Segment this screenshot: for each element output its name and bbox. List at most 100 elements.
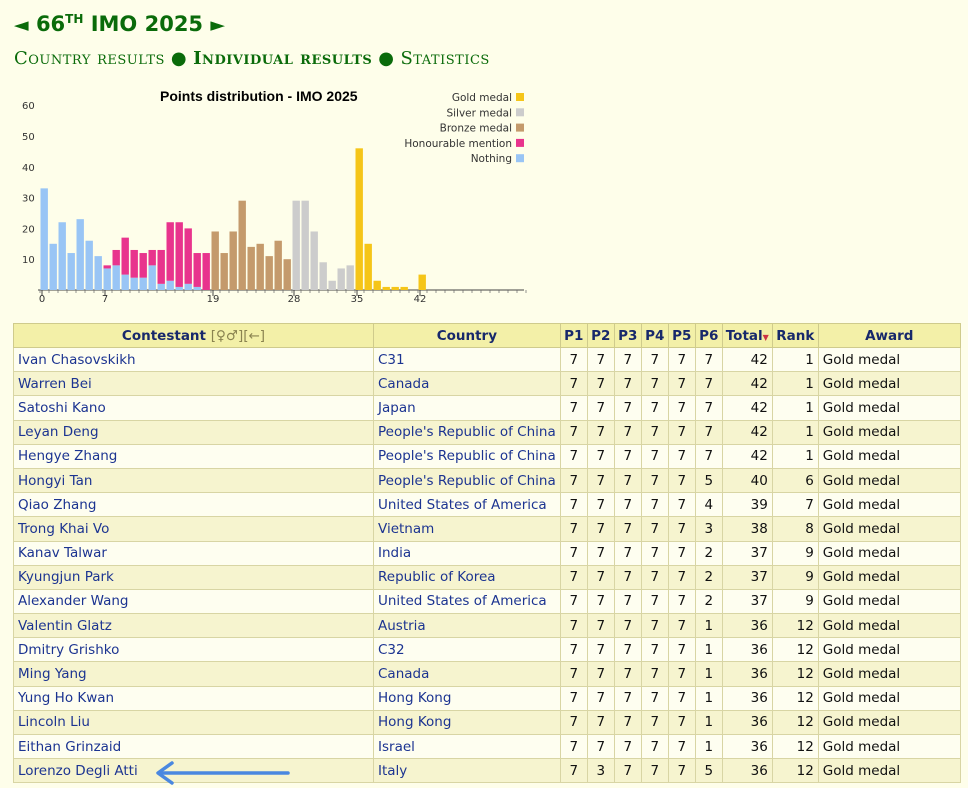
contestant-name[interactable]: Lorenzo Degli Atti (13, 758, 374, 784)
col-contestant[interactable]: Contestant [♀♂][←] (13, 323, 374, 348)
col-p5[interactable]: P5 (667, 323, 696, 348)
country-name[interactable]: India (373, 540, 561, 566)
bar-silver-score-31 (319, 262, 327, 290)
problem-4-score: 7 (640, 395, 669, 421)
problem-4-score: 7 (640, 613, 669, 639)
col-rank[interactable]: Rank (771, 323, 819, 348)
bar-honourable-score-14 (166, 222, 174, 281)
problem-1-score: 7 (559, 371, 588, 397)
contestant-name[interactable]: Valentin Glatz (13, 613, 374, 639)
country-name[interactable]: Austria (373, 613, 561, 639)
country-name[interactable]: People's Republic of China (373, 467, 561, 494)
problem-3-score: 7 (613, 492, 642, 518)
total-score: 40 (721, 467, 773, 494)
nav-country-results[interactable]: Country results (14, 48, 165, 69)
problem-6-score: 5 (694, 758, 723, 784)
bar-silver-score-33 (337, 268, 345, 290)
rank: 12 (771, 758, 819, 784)
contestant-name[interactable]: Kanav Talwar (13, 540, 374, 566)
country-name[interactable]: C32 (373, 637, 561, 663)
table-row: Kyungjun Park Republic of Korea 7 7 7 7 7 2 37 9 G… (13, 564, 961, 590)
contestant-name[interactable]: Lincoln Liu (13, 709, 374, 736)
total-score: 42 (721, 346, 773, 373)
bar-gold-score-40 (400, 286, 408, 290)
country-name[interactable]: Israel (373, 733, 561, 760)
contestant-name[interactable]: Satoshi Kano (13, 395, 374, 421)
bar-nothing-score-1 (49, 243, 57, 290)
country-name[interactable]: Canada (373, 661, 561, 687)
chart-title: Points distribution - IMO 2025 (160, 88, 358, 104)
country-name[interactable]: Republic of Korea (373, 564, 561, 590)
country-name[interactable]: United States of America (373, 492, 561, 518)
contestant-name[interactable]: Yung Ho Kwan (13, 685, 374, 711)
contestant-controls[interactable]: [♀♂][←] (210, 327, 266, 344)
bar-nothing-score-6 (94, 256, 102, 290)
col-award[interactable]: Award (817, 323, 961, 348)
col-country[interactable]: Country (373, 323, 561, 348)
bar-bronze-score-21 (229, 231, 237, 290)
problem-4-score: 7 (640, 709, 669, 736)
country-name[interactable]: Hong Kong (373, 685, 561, 711)
country-name[interactable]: Japan (373, 395, 561, 421)
bar-honourable-score-8 (112, 249, 120, 266)
nav-separator-bullet-icon: ● (378, 48, 395, 69)
contestant-name[interactable]: Alexander Wang (13, 588, 374, 615)
bar-nothing-score-13 (157, 283, 165, 290)
nav-individual-results[interactable]: Individual results (193, 48, 373, 69)
bar-honourable-score-18 (202, 253, 210, 290)
problem-1-score: 7 (559, 346, 588, 373)
table-row: Hongyi Tan People's Republic of China 7 7 7 7… (13, 467, 961, 494)
contestant-name[interactable]: Ming Yang (13, 661, 374, 687)
country-name[interactable]: United States of America (373, 588, 561, 615)
legend-label-gold: Gold medal (452, 92, 512, 104)
col-p2[interactable]: P2 (586, 323, 615, 348)
contestant-name[interactable]: Hongyi Tan (13, 467, 374, 494)
country-name[interactable]: Hong Kong (373, 709, 561, 736)
country-name[interactable]: Italy (373, 758, 561, 784)
previous-imo-arrow-icon[interactable]: ◄ (14, 14, 29, 36)
x-tick-label: 0 (39, 294, 45, 305)
country-name[interactable]: People's Republic of China (373, 443, 561, 469)
table-row: Lincoln Liu Hong Kong 7 7 7 7 7 1 36 12 Gold medal (13, 709, 961, 736)
contestant-name[interactable]: Hengye Zhang (13, 443, 374, 469)
table-row: Satoshi Kano Japan 7 7 7 7 7 7 42 1 Gold medal (13, 395, 961, 421)
problem-5-score: 7 (667, 443, 696, 469)
rank: 12 (771, 661, 819, 687)
problem-1-score: 7 (559, 613, 588, 639)
col-p1[interactable]: P1 (559, 323, 588, 348)
contestant-name[interactable]: Ivan Chasovskikh (13, 346, 374, 373)
col-p6[interactable]: P6 (694, 323, 723, 348)
problem-3-score: 7 (613, 637, 642, 663)
contestant-name[interactable]: Qiao Zhang (13, 492, 374, 518)
problem-2-score: 7 (586, 709, 615, 736)
contestant-name[interactable]: Kyungjun Park (13, 564, 374, 590)
legend-label-bronze: Bronze medal (440, 123, 512, 135)
bar-honourable-score-11 (139, 253, 147, 278)
country-name[interactable]: Canada (373, 371, 561, 397)
problem-3-score: 7 (613, 588, 642, 615)
bar-nothing-score-7 (103, 268, 111, 290)
col-p3[interactable]: P3 (613, 323, 642, 348)
col-total[interactable]: Total▼ (721, 323, 773, 348)
country-name[interactable]: People's Republic of China (373, 419, 561, 445)
country-name[interactable]: C31 (373, 346, 561, 373)
bar-nothing-score-16 (184, 283, 192, 290)
contestant-name[interactable]: Trong Khai Vo (13, 516, 374, 542)
rank: 1 (771, 371, 819, 397)
rank: 6 (771, 467, 819, 494)
country-name[interactable]: Vietnam (373, 516, 561, 542)
bar-honourable-score-10 (130, 249, 138, 278)
contestant-name[interactable]: Warren Bei (13, 371, 374, 397)
problem-1-score: 7 (559, 661, 588, 687)
problem-2-score: 3 (586, 758, 615, 784)
contestant-name[interactable]: Dmitry Grishko (13, 637, 374, 663)
contestant-name[interactable]: Eithan Grinzaid (13, 733, 374, 760)
bar-nothing-score-4 (76, 219, 84, 290)
next-imo-arrow-icon[interactable]: ► (210, 14, 225, 36)
problem-3-score: 7 (613, 516, 642, 542)
problem-3-score: 7 (613, 419, 642, 445)
contestant-name[interactable]: Leyan Deng (13, 419, 374, 445)
nav-statistics[interactable]: Statistics (400, 48, 490, 69)
col-p4[interactable]: P4 (640, 323, 669, 348)
x-tick-label: 19 (207, 294, 220, 305)
